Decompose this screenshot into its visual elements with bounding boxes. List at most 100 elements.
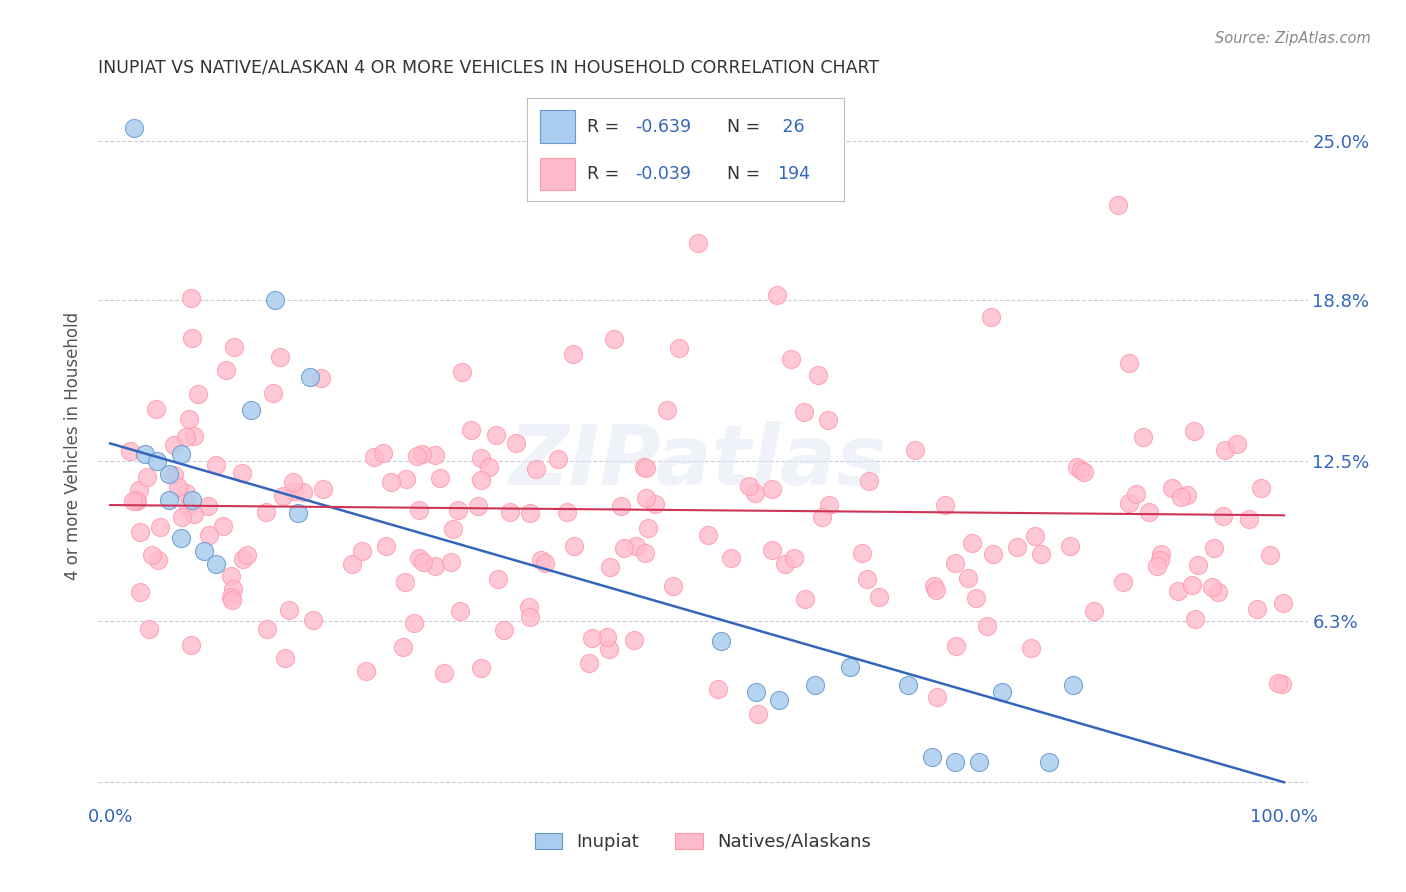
Point <box>342 557 364 571</box>
Point <box>204 557 226 571</box>
Point <box>1180 578 1202 592</box>
Point <box>408 551 430 566</box>
Point <box>761 543 783 558</box>
Point <box>524 462 547 476</box>
Y-axis label: 4 or more Vehicles in Household: 4 or more Vehicles in Household <box>65 312 83 580</box>
Point <box>1226 437 1249 451</box>
Point <box>451 365 474 379</box>
Text: -0.039: -0.039 <box>636 165 690 183</box>
Point <box>1132 430 1154 444</box>
Point <box>817 413 839 427</box>
Point <box>180 638 202 652</box>
Point <box>838 659 860 673</box>
Point <box>467 500 489 514</box>
Point <box>818 498 841 512</box>
Point <box>761 482 783 496</box>
Point <box>394 575 416 590</box>
Text: N =: N = <box>727 118 765 136</box>
Point <box>783 551 806 566</box>
Point <box>634 460 657 475</box>
Point <box>696 528 718 542</box>
Point <box>302 613 325 627</box>
Point <box>180 291 202 305</box>
Point <box>447 503 470 517</box>
Point <box>221 591 243 605</box>
Point <box>352 543 374 558</box>
Point <box>492 624 515 638</box>
Point <box>1149 553 1171 567</box>
Point <box>924 579 946 593</box>
Point <box>440 556 463 570</box>
Point <box>1161 481 1184 495</box>
Point <box>129 525 152 540</box>
Text: N =: N = <box>727 165 765 183</box>
Point <box>363 450 385 464</box>
Point <box>555 505 578 519</box>
Point <box>1070 463 1092 477</box>
Point <box>287 506 309 520</box>
Point <box>1246 602 1268 616</box>
Point <box>505 435 527 450</box>
Text: R =: R = <box>588 165 626 183</box>
Point <box>169 447 191 461</box>
Point <box>794 592 817 607</box>
Point <box>283 475 305 490</box>
Point <box>967 755 990 769</box>
Point <box>222 582 245 596</box>
Point <box>745 685 768 699</box>
Point <box>945 556 967 570</box>
Point <box>956 571 979 585</box>
Point <box>262 385 284 400</box>
Point <box>1184 612 1206 626</box>
Point <box>609 499 631 513</box>
Point <box>198 527 221 541</box>
Point <box>1073 466 1095 480</box>
Point <box>263 293 285 307</box>
Point <box>599 559 621 574</box>
Point <box>1201 580 1223 594</box>
Point <box>402 615 425 630</box>
Point <box>478 460 501 475</box>
Point <box>807 368 830 383</box>
Point <box>766 287 789 301</box>
Point <box>980 310 1002 325</box>
Point <box>1059 539 1081 553</box>
Point <box>706 681 728 696</box>
Point <box>176 500 198 515</box>
Point <box>720 551 742 566</box>
Point <box>1019 640 1042 655</box>
Point <box>596 630 619 644</box>
Point <box>146 454 169 468</box>
Point <box>373 446 395 460</box>
Point <box>406 449 429 463</box>
Point <box>578 656 600 670</box>
Point <box>181 492 204 507</box>
Point <box>1206 585 1229 599</box>
Point <box>738 479 761 493</box>
Point <box>254 505 277 519</box>
Point <box>411 447 433 461</box>
Bar <box>540 111 575 144</box>
Point <box>637 521 659 535</box>
Text: ZIPatlas: ZIPatlas <box>508 421 886 502</box>
Point <box>921 749 943 764</box>
Text: Source: ZipAtlas.com: Source: ZipAtlas.com <box>1215 31 1371 46</box>
Point <box>1175 487 1198 501</box>
Point <box>598 641 620 656</box>
Point <box>163 438 186 452</box>
Point <box>1150 547 1173 561</box>
Point <box>530 553 553 567</box>
Point <box>145 401 167 416</box>
Point <box>780 351 803 366</box>
Point <box>146 553 169 567</box>
Point <box>925 690 948 704</box>
Point <box>298 369 321 384</box>
Point <box>1038 755 1060 769</box>
Point <box>1213 443 1236 458</box>
Point <box>1066 460 1088 475</box>
Point <box>517 600 540 615</box>
Point <box>662 579 685 593</box>
Point <box>533 556 555 570</box>
Point <box>380 475 402 490</box>
Point <box>747 707 769 722</box>
